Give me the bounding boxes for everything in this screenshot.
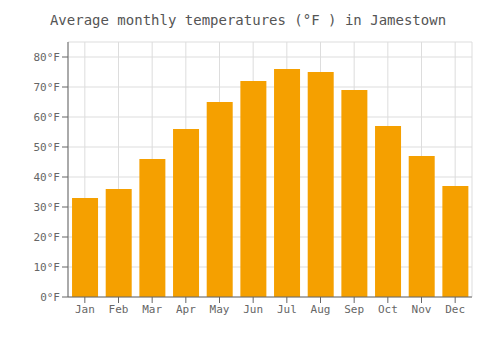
svg-text:Feb: Feb (109, 303, 129, 316)
svg-text:20°F: 20°F (34, 231, 61, 244)
html-text:Average monthly temperatures (: Average monthly temperatures (°F ) in Ja… (49, 12, 447, 28)
svg-text:80°F: 80°F (34, 51, 61, 64)
svg-text:Mar: Mar (142, 303, 162, 316)
svg-text:Aug: Aug (311, 303, 331, 316)
svg-text:10°F: 10°F (34, 261, 61, 274)
svg-text:70°F: 70°F (34, 81, 61, 94)
svg-text:Apr: Apr (176, 303, 196, 316)
svg-text:Jan: Jan (75, 303, 95, 316)
svg-text:40°F: 40°F (34, 171, 61, 184)
svg-text:Sep: Sep (344, 303, 364, 316)
svg-text:Jun: Jun (243, 303, 263, 316)
svg-text:50°F: 50°F (34, 141, 61, 154)
svg-text:Nov: Nov (412, 303, 432, 316)
svg-text:30°F: 30°F (34, 201, 61, 214)
svg-text:Dec: Dec (445, 303, 465, 316)
svg-text:Oct: Oct (378, 303, 398, 316)
svg-text:60°F: 60°F (34, 111, 61, 124)
svg-text:May: May (210, 303, 230, 316)
svg-text:0°F: 0°F (40, 291, 60, 304)
svg-text:Jul: Jul (277, 303, 297, 316)
